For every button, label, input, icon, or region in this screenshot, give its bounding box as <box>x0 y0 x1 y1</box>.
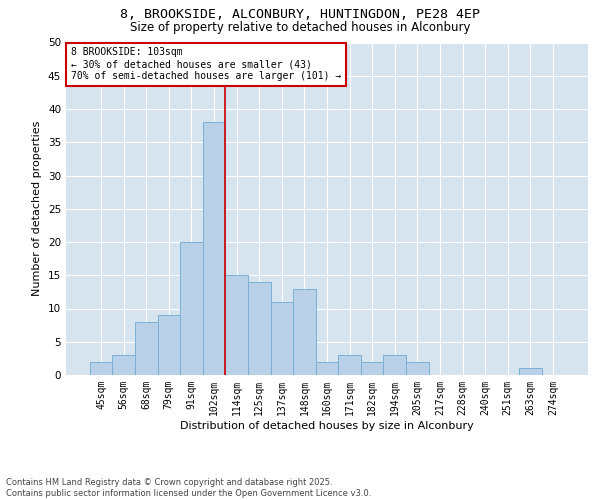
Y-axis label: Number of detached properties: Number of detached properties <box>32 121 43 296</box>
Text: Contains HM Land Registry data © Crown copyright and database right 2025.
Contai: Contains HM Land Registry data © Crown c… <box>6 478 371 498</box>
X-axis label: Distribution of detached houses by size in Alconbury: Distribution of detached houses by size … <box>180 420 474 430</box>
Bar <box>519 368 542 375</box>
Bar <box>135 322 158 375</box>
Bar <box>90 362 112 375</box>
Bar <box>158 315 180 375</box>
Bar <box>226 275 248 375</box>
Bar <box>248 282 271 375</box>
Bar <box>293 288 316 375</box>
Bar <box>203 122 226 375</box>
Bar <box>361 362 383 375</box>
Bar <box>338 355 361 375</box>
Bar <box>180 242 203 375</box>
Text: Size of property relative to detached houses in Alconbury: Size of property relative to detached ho… <box>130 21 470 34</box>
Bar <box>112 355 135 375</box>
Bar <box>316 362 338 375</box>
Text: 8 BROOKSIDE: 103sqm
← 30% of detached houses are smaller (43)
70% of semi-detach: 8 BROOKSIDE: 103sqm ← 30% of detached ho… <box>71 48 341 80</box>
Bar <box>406 362 428 375</box>
Bar <box>271 302 293 375</box>
Text: 8, BROOKSIDE, ALCONBURY, HUNTINGDON, PE28 4EP: 8, BROOKSIDE, ALCONBURY, HUNTINGDON, PE2… <box>120 8 480 20</box>
Bar <box>383 355 406 375</box>
